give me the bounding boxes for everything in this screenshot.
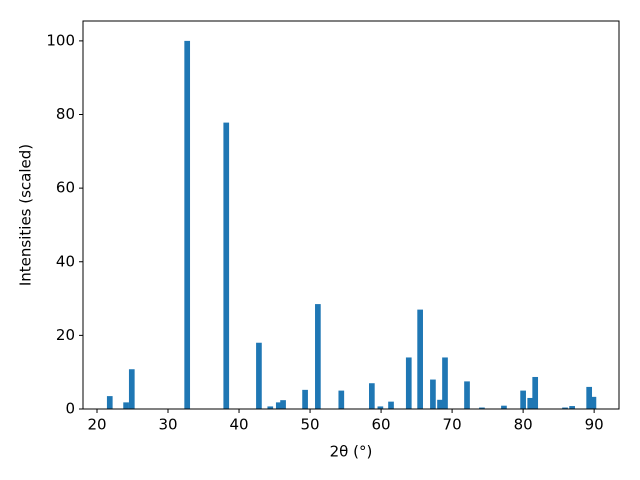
x-tick-label: 40 xyxy=(229,416,248,434)
bar xyxy=(464,381,470,409)
bar xyxy=(442,357,448,409)
y-tick-label: 20 xyxy=(56,326,75,344)
bar xyxy=(532,376,539,409)
bar xyxy=(184,40,191,409)
bar xyxy=(586,386,593,409)
bar xyxy=(267,406,274,409)
bar xyxy=(590,396,597,409)
x-tick-label: 20 xyxy=(87,416,106,434)
y-tick-label: 40 xyxy=(56,252,75,270)
x-tick-label: 70 xyxy=(443,416,462,434)
bar xyxy=(256,342,262,409)
x-axis-label: 2θ (°) xyxy=(330,443,373,461)
bar xyxy=(123,402,129,409)
bar xyxy=(405,357,412,409)
bar xyxy=(377,406,384,409)
plot-frame xyxy=(82,20,620,410)
bar xyxy=(369,383,375,409)
y-tick-label: 100 xyxy=(46,31,75,49)
x-tick-label: 80 xyxy=(514,416,533,434)
bar xyxy=(275,402,282,409)
bar xyxy=(388,401,394,409)
bar xyxy=(302,389,308,409)
y-tick-label: 60 xyxy=(56,179,75,197)
bar xyxy=(501,405,507,409)
bar xyxy=(315,304,321,409)
x-tick-label: 60 xyxy=(372,416,391,434)
bar xyxy=(223,122,230,410)
bar xyxy=(520,390,526,409)
y-tick-label: 80 xyxy=(56,105,75,123)
bar xyxy=(128,369,135,409)
bar xyxy=(479,407,485,409)
x-tick-label: 90 xyxy=(585,416,604,434)
bar xyxy=(280,400,286,409)
bar xyxy=(562,407,568,409)
x-tick-label: 50 xyxy=(301,416,320,434)
bar xyxy=(569,406,575,409)
y-tick-label: 0 xyxy=(65,400,75,418)
bar xyxy=(437,399,443,409)
bar xyxy=(430,379,436,409)
bar xyxy=(338,390,345,409)
bar xyxy=(106,396,113,409)
y-axis-label: Intensities (scaled) xyxy=(17,144,35,286)
bar xyxy=(527,397,534,409)
bar xyxy=(417,309,423,409)
x-tick-label: 30 xyxy=(158,416,177,434)
